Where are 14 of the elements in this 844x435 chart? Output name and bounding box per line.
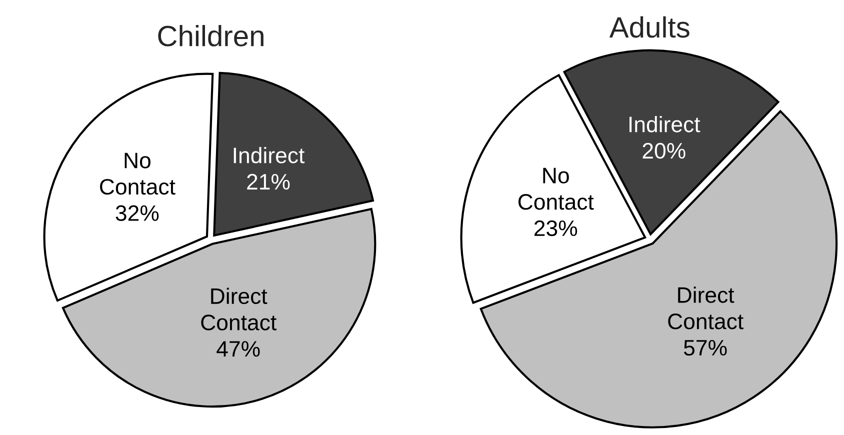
slice-label: Indirect <box>630 116 700 132</box>
slice-label: Direct Contact <box>201 288 276 330</box>
data-label: 23% <box>534 220 578 236</box>
data-label: 21% <box>247 174 290 190</box>
chart-title: Children <box>158 25 264 46</box>
slice-label: No Contact <box>100 152 176 195</box>
slice-label: Indirect <box>234 146 305 164</box>
data-label: 57% <box>684 340 727 356</box>
data-label: 47% <box>216 341 260 357</box>
chart-title: Adults <box>609 16 690 38</box>
data-label: 32% <box>116 205 159 222</box>
slice-label: No Contact <box>518 168 594 210</box>
slice-label: Direct Contact <box>668 286 744 330</box>
data-label: 20% <box>642 142 686 159</box>
